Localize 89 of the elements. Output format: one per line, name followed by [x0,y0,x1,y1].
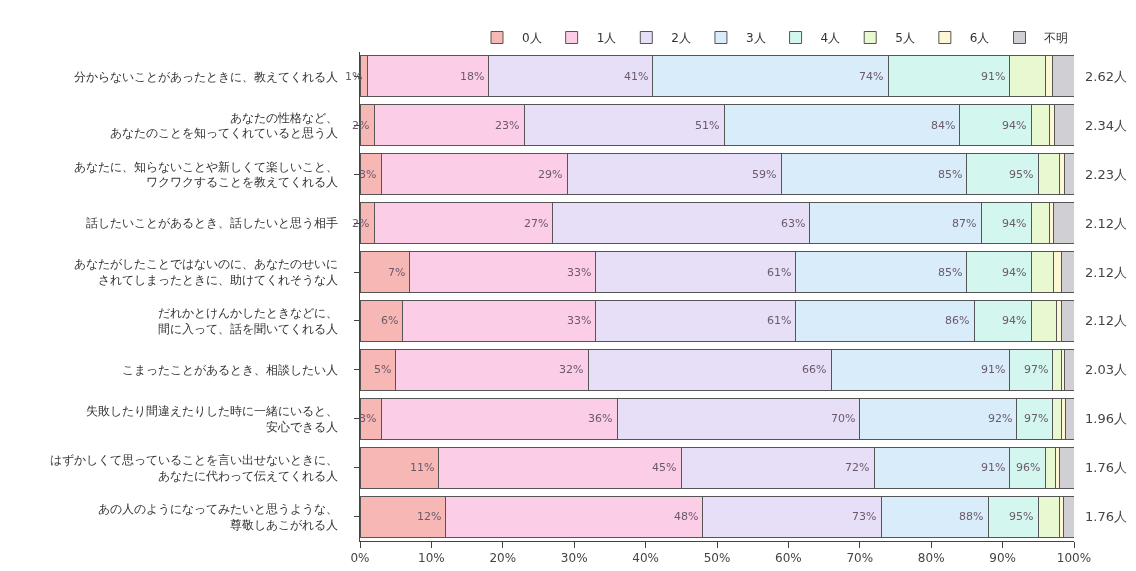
x-tick-label: 0% [350,551,370,566]
x-tick-label: 80% [917,551,945,566]
annotation: 92% [988,412,1013,425]
text: 1.96人 [1085,411,1127,426]
text: 2.34人 [1085,118,1127,133]
annotation: 59% [752,168,777,181]
legend-label: 不明 [1044,31,1069,46]
y-tick-label: あなたに、知らないことや新しくて楽しいこと、ワクワクすることを教えてくれる人 [73,159,338,190]
annotation: 94% [1002,266,1027,279]
bar [1052,202,1074,245]
legend-label: 3人 [745,31,766,46]
data-label: 12% [417,510,442,523]
annotation: 36% [588,412,613,425]
annotation: 86% [945,314,970,327]
legend-label: 5人 [895,31,915,46]
data-label: 11% [410,461,435,474]
annotation: 70% [831,412,856,425]
data-label: 5% [374,363,392,376]
annotation: 72% [845,461,870,474]
annotation: 29% [538,168,563,181]
legend-label: 1人 [596,31,617,46]
annotation: 61% [767,266,792,279]
annotation: 97% [1024,363,1049,376]
x-tick-label: 70% [846,551,874,566]
x-tick-label: 60% [775,551,802,566]
annotation: 84% [931,119,956,132]
annotation: 33% [567,266,592,279]
x-tick-label: 40% [632,551,659,566]
data-label: 7% [388,266,406,279]
bar [1062,495,1074,538]
annotation: 41% [624,70,649,83]
y-tick-label: はずかしくて思っていることを言い出せないときに、あなたに代わって伝えてくれる人 [49,453,338,483]
bar [1064,397,1074,440]
x-tick-label: 90% [989,551,1016,566]
text: 2.12人 [1085,216,1127,231]
annotation: 96% [1016,461,1041,474]
text: 2.12人 [1085,313,1127,328]
annotation: 85% [938,266,963,279]
annotation: 66% [802,363,827,376]
annotation: 73% [852,510,877,523]
annotation: 94% [1002,217,1027,230]
annotation: 94% [1002,119,1027,132]
text: 1.76人 [1085,509,1127,524]
annotation: 74% [859,70,884,83]
legend-label: 0人 [522,31,542,46]
legend-label: 2人 [671,31,691,46]
x-tick-label: 10% [418,551,445,566]
text: 2.12人 [1085,265,1127,280]
y-tick-label: あなたの性格など、あなたのことを知ってくれていると思う人 [109,110,338,141]
annotation: 45% [652,461,677,474]
text: 2.23人 [1085,167,1127,182]
legend-label: 6人 [969,31,990,46]
annotation: 94% [1002,314,1027,327]
annotation: 91% [981,461,1006,474]
annotation: 32% [559,363,584,376]
annotation: 88% [959,510,984,523]
legend-label: 4人 [820,31,841,46]
y-tick-label: 分からないことがあったときに、教えてくれる人 [73,69,338,84]
data-label: 6% [381,314,399,327]
y-tick-label: だれかとけんかしたときなどに、間に入って、話を聞いてくれる人 [157,306,338,336]
annotation: 87% [952,217,977,230]
text: 2.03人 [1085,362,1127,377]
annotation: 33% [567,314,592,327]
y-tick-label: 話したいことがあるとき、話したいと思う相手 [85,216,338,231]
y-tick-label: こまったことがあるとき、相談したい人 [121,363,338,378]
annotation: 61% [767,314,792,327]
y-tick-label: あなたがしたことではないのに、あなたのせいにされてしまったときに、助けてくれそうな人 [73,257,338,288]
x-tick-label: 20% [489,551,517,566]
annotation: 48% [674,510,699,523]
annotation: 91% [981,363,1006,376]
x-tick-label: 50% [703,551,731,566]
annotation: 27% [524,217,549,230]
text: 2.62人 [1085,69,1127,84]
y-tick-label: 失敗したり間違えたりした時に一緒にいると、安心できる人 [85,404,338,434]
bar [1064,348,1074,391]
annotation: 18% [460,70,485,83]
annotation: 23% [495,119,520,132]
annotation: 85% [938,168,963,181]
annotation: 95% [1009,510,1034,523]
x-tick-label: 100% [1056,551,1092,566]
bar [1059,446,1074,489]
annotation: 97% [1024,412,1049,425]
annotation: 63% [781,217,806,230]
annotation: 91% [981,70,1006,83]
x-tick-label: 30% [560,551,588,566]
y-tick-label: あの人のようになってみたいと思うような、尊敬しあこがれる人 [97,501,338,532]
text: 1.76人 [1085,460,1127,475]
annotation: 95% [1009,168,1034,181]
annotation: 51% [695,119,720,132]
